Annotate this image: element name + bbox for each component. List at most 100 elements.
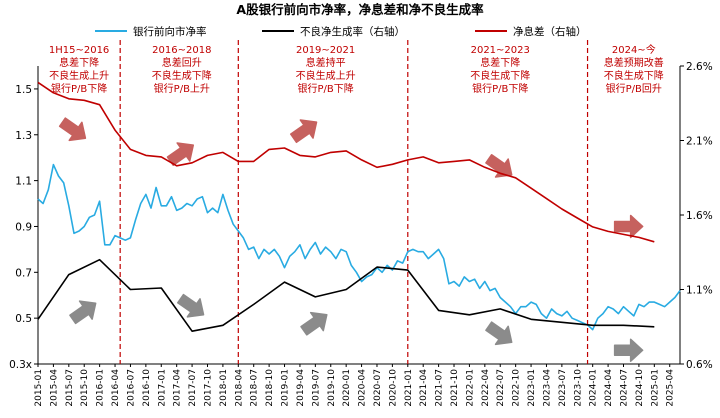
x-tick-label: 2018-04 xyxy=(234,369,244,407)
annotation-line: 不良生成上升 xyxy=(296,69,356,82)
x-tick-label: 2021-07 xyxy=(435,369,445,407)
annotation-line: 不良生成下降 xyxy=(604,69,664,82)
x-tick-label: 2020-10 xyxy=(388,369,398,407)
annotation-line: 银行P/B回升 xyxy=(606,82,662,95)
trend-arrow-flat xyxy=(613,214,644,239)
x-tick-label: 2017-10 xyxy=(203,369,213,407)
chart-title: A股银行前向市净率，净息差和净不良生成率 xyxy=(236,2,484,17)
x-tick-label: 2019-01 xyxy=(281,369,291,407)
right-tick-label: 0.6% xyxy=(686,359,713,371)
x-tick-label: 2019-10 xyxy=(327,369,337,407)
trend-arrow-shape xyxy=(485,153,513,178)
trend-arrow-up xyxy=(166,142,195,166)
annotation-line: 银行P/B下降 xyxy=(51,82,107,95)
left-tick-label: 0.3x xyxy=(9,359,32,371)
annotation-line: 银行P/B下降 xyxy=(297,82,353,95)
trend-arrow-up xyxy=(289,119,318,144)
x-tick-label: 2023-10 xyxy=(573,369,583,407)
x-tick-label: 2021-04 xyxy=(419,369,429,407)
x-tick-label: 2019-07 xyxy=(311,369,321,407)
period-dividers xyxy=(119,40,589,364)
x-tick-label: 2025-04 xyxy=(666,369,676,407)
annotation-line: 2019~2021 xyxy=(296,45,355,56)
left-tick-label: 1.5 xyxy=(15,84,32,96)
annotation-line: 2024~今 xyxy=(612,43,656,56)
nim-line xyxy=(37,81,655,243)
x-tick-label: 2021-01 xyxy=(404,369,414,407)
trend-arrow-down xyxy=(176,293,205,318)
left-tick-label: 0.9 xyxy=(15,221,32,233)
trend-arrow-shape xyxy=(166,142,195,166)
left-tick-label: 1.1 xyxy=(15,176,32,188)
left-tick-label: 0.7 xyxy=(15,267,32,279)
x-tick-label: 2016-01 xyxy=(96,369,106,407)
annotation-line: 息差下降 xyxy=(480,56,520,69)
trend-arrow-down xyxy=(485,153,513,178)
annotation-line: 息差持平 xyxy=(306,56,346,69)
annotation-line: 2021~2023 xyxy=(471,45,530,56)
pb-line xyxy=(37,163,681,331)
legend-label-nim: 净息差（右轴） xyxy=(513,25,587,38)
npl-rate-line xyxy=(37,258,655,333)
right-tick-label: 1.1% xyxy=(686,285,713,297)
trend-arrow-shape xyxy=(58,117,87,142)
x-tick-label: 2018-10 xyxy=(265,369,275,407)
x-tick-label: 2023-07 xyxy=(558,369,568,407)
x-tick-label: 2019-04 xyxy=(296,369,306,407)
series-lines xyxy=(37,81,681,333)
x-tick-label: 2021-10 xyxy=(450,369,460,407)
x-tick-label: 2016-07 xyxy=(126,369,136,407)
trend-arrow-shape xyxy=(176,293,205,318)
trend-arrow-up xyxy=(69,300,97,325)
annotation-line: 息差预期改善 xyxy=(604,56,664,69)
x-tick-label: 2022-07 xyxy=(496,369,506,407)
annotation-line: 息差回升 xyxy=(162,56,202,69)
x-tick-label: 2016-10 xyxy=(142,369,152,407)
annotation-line: 不良生成下降 xyxy=(152,69,212,82)
x-tick-label: 2017-01 xyxy=(157,369,167,407)
x-tick-label: 2018-01 xyxy=(219,369,229,407)
trend-arrow-down xyxy=(58,117,87,142)
legend: 银行前向市净率 不良净生成率（右轴） 净息差（右轴） xyxy=(95,25,587,38)
trend-arrow-shape xyxy=(69,300,97,325)
x-tick-label: 2016-04 xyxy=(111,369,121,407)
annotation-line: 1H15~2016 xyxy=(49,45,109,56)
x-tick-label: 2018-07 xyxy=(250,369,260,407)
trend-arrow-shape xyxy=(613,338,644,362)
annotation-line: 银行P/B下降 xyxy=(472,82,528,95)
trend-arrows xyxy=(58,117,644,362)
annotation-line: 银行P/B上升 xyxy=(154,82,210,95)
x-tick-label: 2015-01 xyxy=(34,369,44,407)
annotation-line: 不良生成上升 xyxy=(49,69,109,82)
x-tick-label: 2015-10 xyxy=(80,369,90,407)
trend-arrow-shape xyxy=(485,321,513,346)
legend-label-npl: 不良净生成率（右轴） xyxy=(300,25,405,38)
x-tick-label: 2024-01 xyxy=(589,369,599,407)
left-tick-label: 0.5 xyxy=(15,313,32,325)
right-tick-label: 1.6% xyxy=(686,210,713,222)
annotation-line: 息差下降 xyxy=(59,56,99,69)
trend-arrow-shape xyxy=(300,311,328,336)
right-tick-label: 2.1% xyxy=(686,136,713,148)
right-tick-label: 2.6% xyxy=(686,61,713,73)
x-tick-label: 2025-01 xyxy=(650,369,660,407)
x-tick-label: 2022-04 xyxy=(481,369,491,407)
trend-arrow-down xyxy=(485,321,513,346)
x-tick-label: 2015-04 xyxy=(49,369,59,407)
legend-label-pb: 银行前向市净率 xyxy=(133,25,207,38)
axes: 0.3x 0.5 0.7 0.9 1.1 1.3 1.5 0.6% 1.1% 1.6% 2.1% 2.… xyxy=(9,61,713,407)
x-tick-label: 2023-01 xyxy=(527,369,537,407)
annotation-line: 不良生成下降 xyxy=(470,69,530,82)
trend-arrow-up xyxy=(300,311,328,336)
trend-arrow-shape xyxy=(613,214,644,239)
left-tick-label: 1.3 xyxy=(15,130,32,142)
x-tick-label: 2020-04 xyxy=(358,369,368,407)
x-tick-label: 2020-07 xyxy=(373,369,383,407)
annotation-line: 2016~2018 xyxy=(152,45,211,56)
x-tick-label: 2024-10 xyxy=(635,369,645,407)
x-tick-label: 2020-01 xyxy=(342,369,352,407)
x-tick-label: 2017-07 xyxy=(188,369,198,407)
period-annotations: 1H15~2016息差下降不良生成上升银行P/B下降2016~2018息差回升不… xyxy=(49,43,664,95)
x-tick-label: 2022-10 xyxy=(512,369,522,407)
